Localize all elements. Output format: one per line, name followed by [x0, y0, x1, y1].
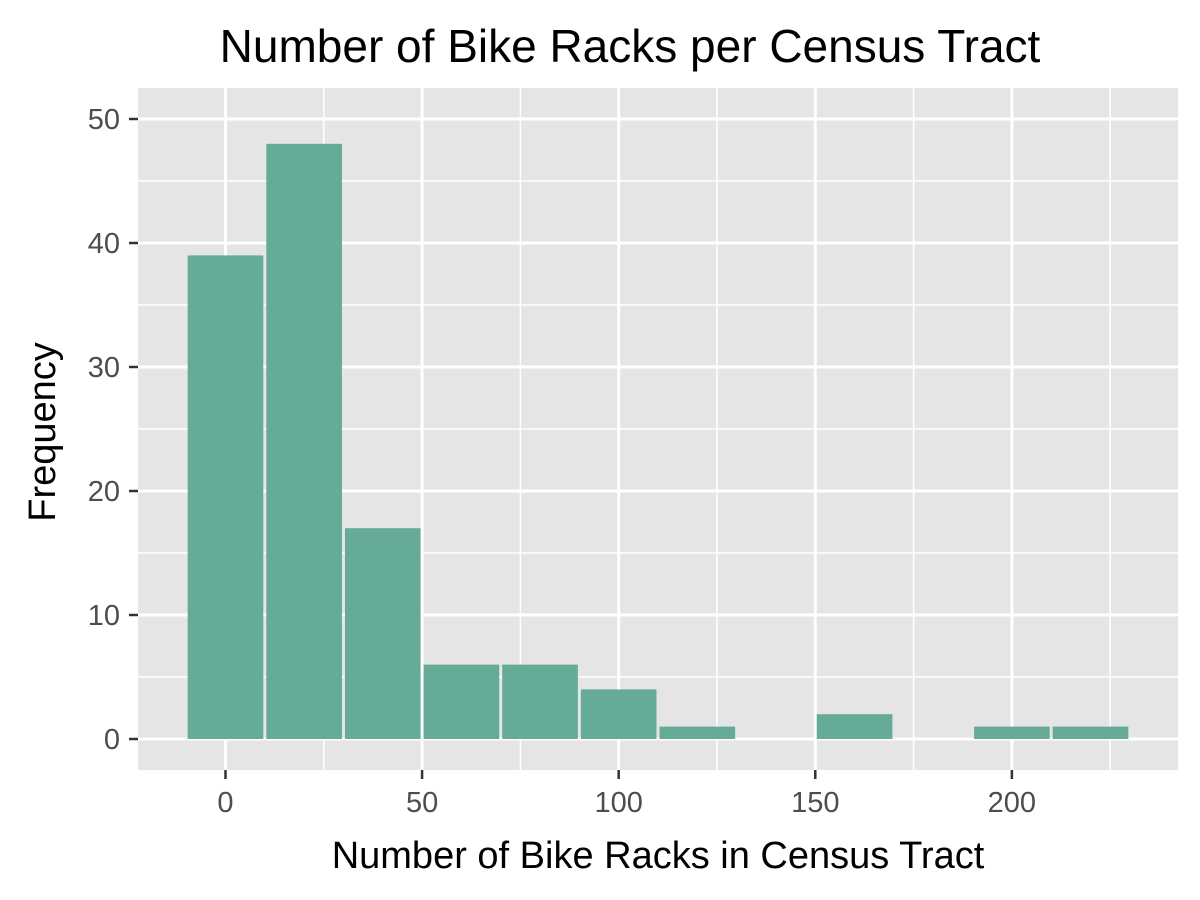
y-tick-label: 0 — [104, 724, 120, 756]
histogram-bar — [502, 664, 578, 739]
x-axis-ticks: 0 50 100 150 200 — [217, 770, 1036, 819]
y-tick-label: 20 — [88, 476, 120, 508]
histogram-bars — [187, 143, 1129, 740]
x-tick-label: 150 — [791, 787, 839, 819]
y-tick-label: 30 — [88, 352, 120, 384]
y-axis-ticks: 0 10 20 30 40 50 — [88, 104, 138, 756]
histogram-bar — [580, 689, 657, 739]
x-tick-label: 200 — [988, 787, 1036, 819]
histogram-bar — [266, 143, 342, 740]
y-tick-label: 50 — [88, 104, 120, 136]
histogram-bar — [974, 726, 1050, 739]
x-tick-label: 0 — [217, 787, 233, 819]
x-tick-label: 50 — [406, 787, 438, 819]
histogram-bar — [1052, 726, 1129, 739]
y-tick-label: 40 — [88, 228, 120, 260]
histogram-bar — [187, 255, 264, 739]
y-tick-label: 10 — [88, 600, 120, 632]
x-axis-label: Number of Bike Racks in Census Tract — [332, 835, 985, 877]
chart-title: Number of Bike Racks per Census Tract — [220, 20, 1041, 72]
histogram-bar — [659, 726, 736, 739]
x-tick-label: 100 — [594, 787, 642, 819]
histogram-bar — [344, 528, 421, 739]
histogram-bar — [423, 664, 500, 739]
y-axis-label: Frequency — [22, 342, 64, 522]
histogram-bar — [816, 714, 893, 739]
